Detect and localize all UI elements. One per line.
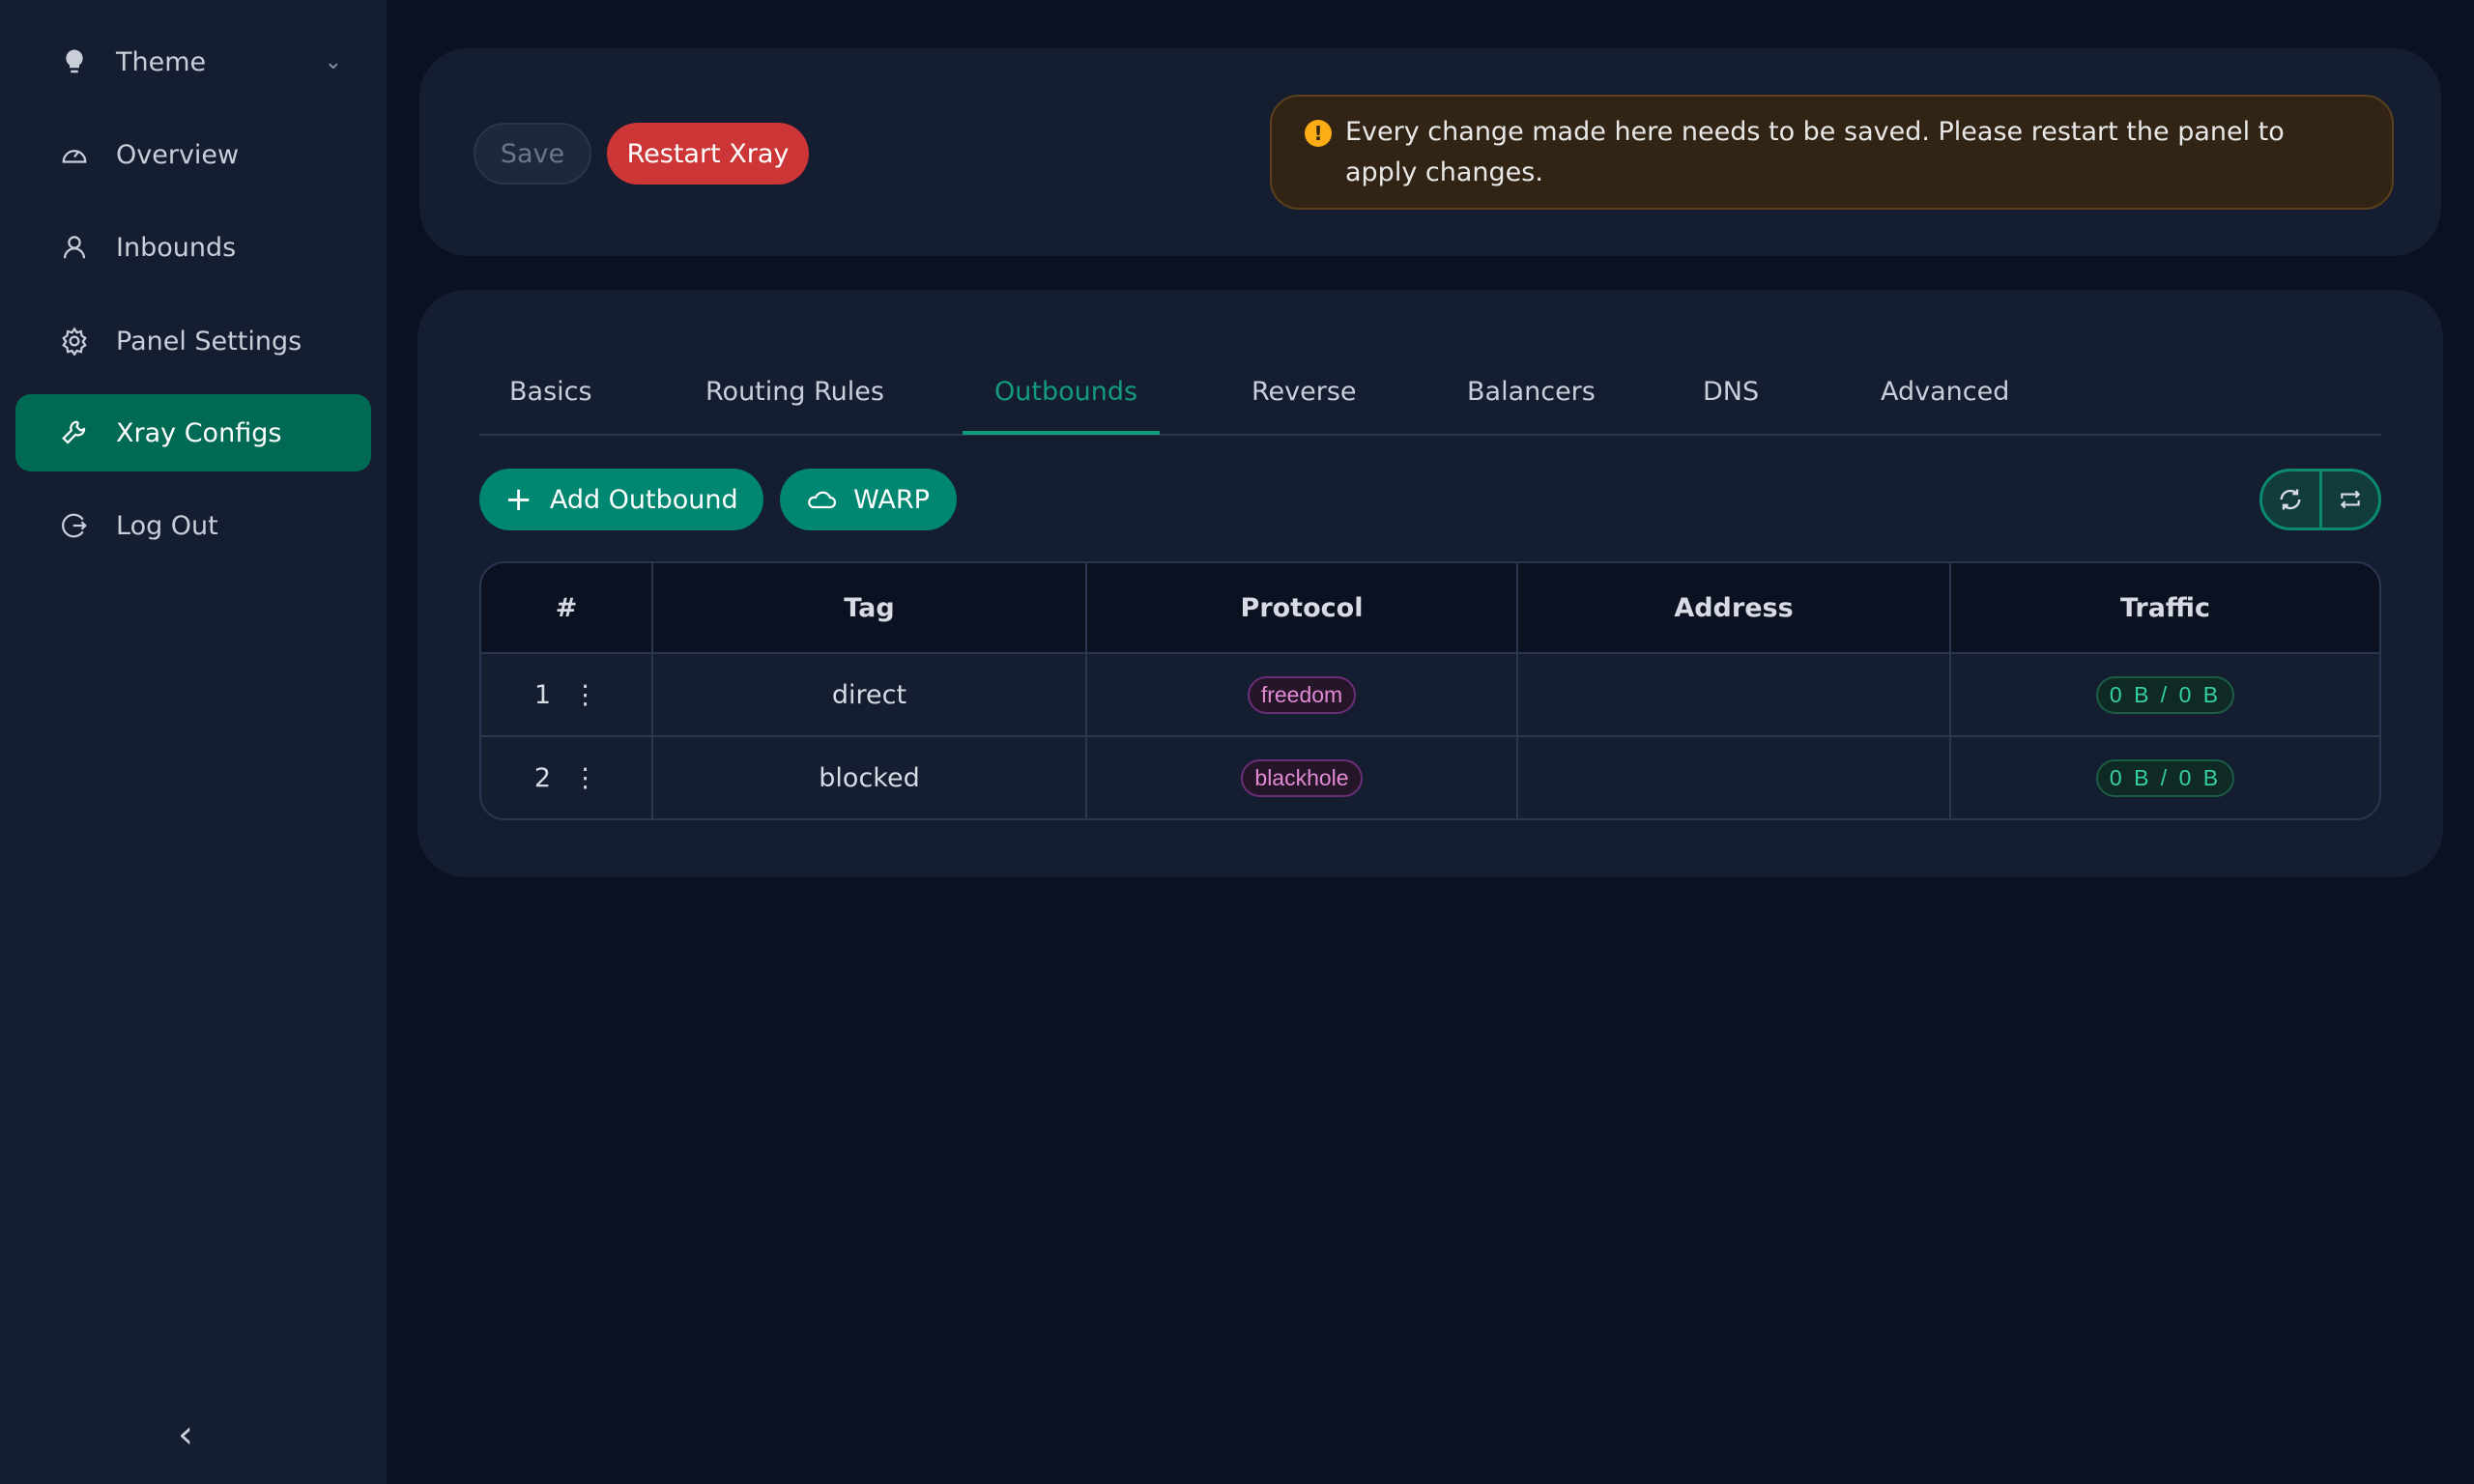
tab-balancers[interactable]: Balancers <box>1467 377 1596 407</box>
sidebar-item-overview[interactable]: Overview <box>15 116 371 193</box>
reset-traffic-button[interactable] <box>2322 471 2379 528</box>
save-button[interactable]: Save <box>474 123 591 185</box>
tab-routing-rules[interactable]: Routing Rules <box>705 377 884 407</box>
row-address <box>1518 652 1951 735</box>
tab-divider <box>479 434 2381 436</box>
refresh-button[interactable] <box>2262 471 2322 528</box>
column-header-tag: Tag <box>653 563 1087 652</box>
collapse-sidebar-button[interactable]: ‹ <box>178 1413 193 1457</box>
wrench-icon <box>62 420 86 444</box>
plus-icon: + <box>504 480 532 519</box>
logout-icon <box>62 513 87 538</box>
protocol-badge: freedom <box>1247 675 1357 714</box>
sidebar-item-inbounds[interactable]: Inbounds <box>15 209 371 286</box>
table-actions-group <box>2259 469 2381 530</box>
row-index: 1 <box>533 679 552 710</box>
table-row: 2 ⋮ blocked blackhole 0 B / 0 B <box>481 735 2379 818</box>
sidebar-item-label: Inbounds <box>116 232 237 263</box>
active-tab-indicator <box>963 431 1160 435</box>
add-outbound-button[interactable]: + Add Outbound <box>479 469 763 530</box>
chevron-down-icon[interactable]: ⌄ <box>324 49 342 74</box>
warning-icon: ! <box>1305 120 1332 147</box>
sidebar-item-label: Overview <box>116 139 240 170</box>
sidebar-item-log-out[interactable]: Log Out <box>15 487 371 564</box>
table-row: 1 ⋮ direct freedom 0 B / 0 B <box>481 652 2379 735</box>
bulb-icon <box>66 49 83 73</box>
dashboard-icon <box>62 150 87 163</box>
gear-icon <box>62 327 87 356</box>
warning-alert: ! Every change made here needs to be sav… <box>1270 95 2394 210</box>
traffic-badge: 0 B / 0 B <box>2095 758 2235 797</box>
tab-basics[interactable]: Basics <box>509 377 592 407</box>
tab-outbounds[interactable]: Outbounds <box>994 377 1138 407</box>
protocol-badge: blackhole <box>1241 758 1363 797</box>
sidebar-item-label: Xray Configs <box>116 417 282 448</box>
row-tag: direct <box>653 652 1087 735</box>
sidebar-item-theme[interactable]: Theme ⌄ <box>15 23 371 100</box>
cloud-icon <box>808 491 837 509</box>
sidebar-item-label: Theme <box>116 46 207 77</box>
tab-dns[interactable]: DNS <box>1703 377 1760 407</box>
user-icon <box>63 236 86 259</box>
warp-button[interactable]: WARP <box>780 469 957 530</box>
column-header-protocol: Protocol <box>1087 563 1518 652</box>
sidebar-item-label: Panel Settings <box>116 326 302 357</box>
row-address <box>1518 735 1951 818</box>
column-header-address: Address <box>1518 563 1951 652</box>
more-vertical-icon[interactable]: ⋮ <box>572 679 599 710</box>
sidebar-item-xray-configs[interactable]: Xray Configs <box>15 394 371 471</box>
column-header-index: # <box>481 563 653 652</box>
outbounds-table: # Tag Protocol Address Traffic 1 ⋮ direct… <box>479 561 2381 820</box>
sidebar-item-panel-settings[interactable]: Panel Settings <box>15 302 371 380</box>
traffic-badge: 0 B / 0 B <box>2095 675 2235 714</box>
refresh-icon <box>2280 489 2301 510</box>
column-header-traffic: Traffic <box>1951 563 2379 652</box>
sidebar-item-label: Log Out <box>116 510 218 541</box>
tab-advanced[interactable]: Advanced <box>1881 377 2010 407</box>
more-vertical-icon[interactable]: ⋮ <box>572 762 599 793</box>
row-tag: blocked <box>653 735 1087 818</box>
alert-text: Every change made here needs to be saved… <box>1345 117 2285 187</box>
sidebar: Theme ⌄ Overview Inbounds Panel Settings… <box>0 0 387 1484</box>
swap-icon <box>2340 490 2360 509</box>
restart-xray-button[interactable]: Restart Xray <box>607 123 809 185</box>
row-index: 2 <box>533 762 552 793</box>
tab-reverse[interactable]: Reverse <box>1251 377 1357 407</box>
